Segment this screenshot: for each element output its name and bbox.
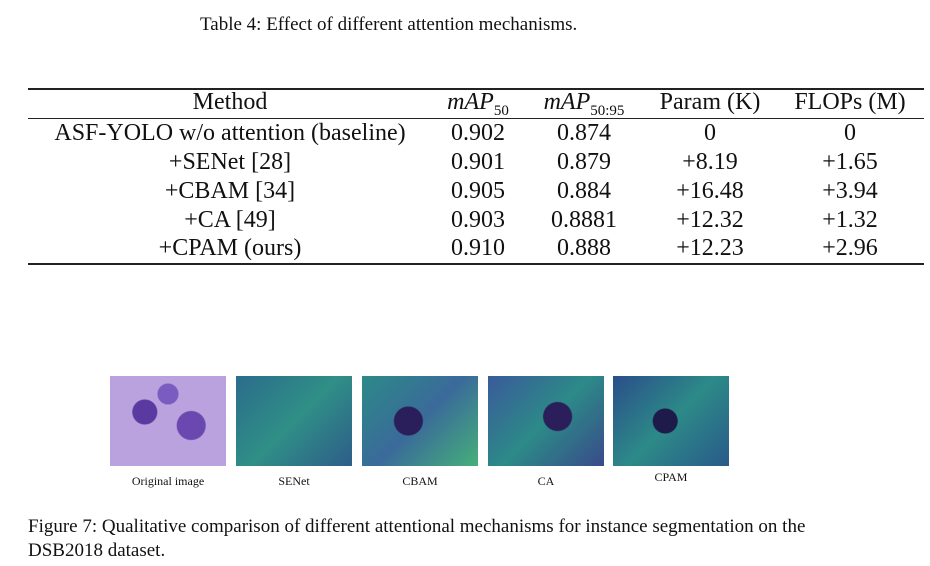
table-cell: +8.19 (682, 149, 738, 175)
header-cell: Param (K) (659, 89, 761, 115)
table-cell: +1.32 (822, 207, 878, 233)
header-cell: mAP50:95 (544, 88, 625, 125)
header-sub: 50 (493, 102, 509, 119)
bottom-rule (28, 263, 924, 265)
table-cell: +CA [49] (184, 207, 276, 233)
table-cell: +CPAM (ours) (158, 235, 302, 261)
panel-label: Original image (131, 474, 205, 488)
figure-caption: Figure 7: Qualitative comparison of diff… (28, 516, 806, 561)
panel-label: SENet (278, 474, 310, 488)
table-cell: +12.23 (676, 235, 744, 261)
table-cell: 0.902 (451, 120, 505, 146)
mid-rule (28, 118, 924, 119)
header-cell: FLOPs (M) (794, 89, 906, 115)
ca-map (488, 376, 604, 466)
header-main: mAP (543, 89, 591, 115)
table-cell: +12.32 (676, 207, 744, 233)
table-cell: +CBAM [34] (164, 178, 296, 204)
header-cell: Method (192, 89, 268, 115)
senet-map (236, 376, 352, 466)
panel-label: CA (537, 474, 555, 488)
table-cell: +SENet [28] (168, 149, 292, 175)
table-cell: 0.879 (557, 149, 611, 175)
panel-label: CBAM (402, 474, 438, 488)
table-cell: 0.903 (451, 207, 505, 233)
table-cell: 0.8881 (551, 207, 617, 233)
table-caption: Table 4: Effect of different attention m… (200, 14, 578, 35)
original-image (110, 376, 226, 466)
table-cell: 0 (844, 120, 856, 146)
header-main: mAP (447, 89, 494, 115)
table-cell: 0.905 (451, 178, 505, 204)
cpam-map (613, 376, 729, 466)
table-cell: 0.874 (557, 120, 611, 146)
table-cell: 0.901 (451, 149, 505, 175)
header-cell: mAP50 (447, 88, 509, 125)
table-cell: +1.65 (822, 149, 878, 175)
table-cell: 0.884 (557, 178, 611, 204)
table-cell: 0.888 (557, 235, 611, 261)
table-cell: +16.48 (676, 178, 744, 204)
table-cell: ASF-YOLO w/o attention (baseline) (54, 120, 406, 146)
panel-label: CPAM (654, 470, 688, 484)
header-sub: 50:95 (590, 102, 625, 119)
table-cell: +2.96 (822, 235, 878, 261)
table-cell: 0.910 (451, 235, 505, 261)
table-cell: 0 (704, 120, 716, 146)
table-cell: +3.94 (822, 178, 878, 204)
cbam-map (362, 376, 478, 466)
top-rule (28, 88, 924, 90)
